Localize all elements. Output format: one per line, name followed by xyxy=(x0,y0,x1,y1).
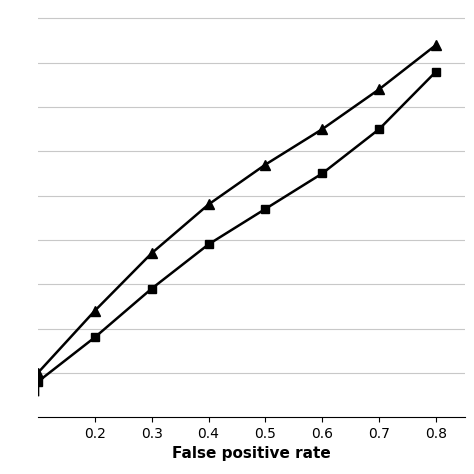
X-axis label: False positive rate: False positive rate xyxy=(172,447,330,461)
